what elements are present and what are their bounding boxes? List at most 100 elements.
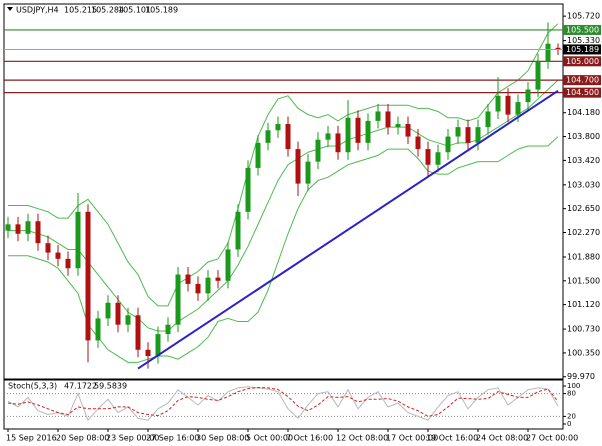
y-tick-label: 105.720: [567, 12, 600, 21]
stoch-main-last: 47.1722: [64, 382, 97, 391]
stoch-tick-label: 100: [567, 382, 580, 390]
candle-body: [465, 127, 471, 143]
y-tick-label: 100.350: [567, 348, 600, 357]
candle-body: [425, 149, 431, 165]
y-tick-label: 101.120: [567, 300, 600, 309]
y-tick-label: 103.800: [567, 132, 600, 141]
level-label-box: [563, 75, 601, 86]
candle-body: [415, 136, 421, 150]
level-label-box: [563, 56, 601, 67]
candle-body: [165, 324, 171, 335]
candle-body: [385, 111, 391, 128]
candle-body: [175, 274, 181, 325]
candle-body: [525, 89, 531, 103]
candle-body: [185, 274, 191, 284]
candle-body: [435, 152, 441, 165]
stoch-signal-last: 59.5839: [94, 382, 127, 391]
x-tick-label: 12 Oct 08:00: [336, 434, 388, 443]
stoch-tick-label: 80: [567, 390, 576, 398]
current-price-box: [563, 44, 601, 55]
candle-body: [365, 120, 371, 143]
trendline: [137, 89, 559, 370]
stoch-tick-label: 0: [567, 420, 571, 428]
symbol-marker: [7, 7, 13, 11]
candle-body: [105, 302, 111, 319]
y-tick-label: 99.970: [567, 372, 595, 381]
y-tick-label: 103.420: [567, 156, 600, 165]
candle-body: [295, 149, 301, 184]
candle-body: [345, 117, 351, 153]
x-tick-label: 5 Oct 00:00: [246, 434, 293, 443]
candle-body: [35, 221, 41, 244]
candle-body: [455, 127, 461, 137]
candle-body: [275, 124, 281, 131]
x-tick-label: 15 Sep 2016: [6, 434, 57, 443]
candle-body: [555, 47, 561, 50]
header-close: 105.189: [145, 6, 178, 15]
symbol: USDJPY,H4: [16, 6, 59, 15]
candle-body: [305, 161, 311, 184]
x-tick-label: 20 Sep 08:00: [56, 434, 109, 443]
candle-body: [285, 124, 291, 150]
candle-body: [15, 224, 21, 234]
candle-body: [495, 95, 501, 112]
level-label: 104.500: [566, 88, 599, 97]
candle-body: [145, 349, 151, 357]
candle-body: [85, 211, 91, 341]
x-tick-label: 19 Oct 16:00: [426, 434, 478, 443]
x-tick-label: 27 Sep 16:00: [146, 434, 199, 443]
candle-body: [545, 43, 551, 62]
x-tick-label: 7 Oct 16:00: [286, 434, 333, 443]
candle-body: [325, 133, 331, 140]
candle-body: [125, 315, 131, 325]
stoch-tick-label: 20: [567, 412, 576, 420]
candle-body: [75, 211, 81, 269]
stoch-panel-frame: [3, 379, 564, 430]
candle-body: [235, 211, 241, 250]
candle-body: [225, 249, 231, 281]
level-label-box: [563, 87, 601, 98]
candle-body: [245, 167, 251, 212]
stoch-title: Stoch(5,3,3): [8, 382, 57, 391]
y-tick-label: 103.030: [567, 180, 600, 189]
candle-body: [515, 102, 521, 115]
candle-body: [315, 139, 321, 162]
candle-body: [155, 334, 161, 357]
candle-body: [395, 124, 401, 128]
candle-body: [25, 221, 31, 234]
candle-body: [355, 117, 361, 143]
candle-body: [45, 243, 51, 253]
level-label-box: [563, 24, 601, 35]
candle-body: [375, 111, 381, 121]
y-tick-label: 105.330: [567, 36, 600, 45]
level-label: 105.000: [566, 57, 599, 66]
band-upper: [8, 23, 559, 307]
header-low: 105.101: [118, 6, 151, 15]
x-tick-label: 27 Oct 00:00: [526, 434, 578, 443]
y-tick-label: 102.270: [567, 228, 600, 237]
x-tick-label: 30 Sep 08:00: [196, 434, 249, 443]
candle-body: [215, 277, 221, 281]
price-panel-frame: [3, 3, 564, 380]
level-label: 105.500: [566, 25, 599, 34]
candle-body: [335, 133, 341, 153]
y-tick-label: 102.650: [567, 204, 600, 213]
y-tick-label: 101.880: [567, 252, 600, 261]
candle-body: [255, 142, 261, 168]
candle-body: [405, 124, 411, 137]
candle-body: [95, 318, 101, 341]
y-tick-label: 104.180: [567, 108, 600, 117]
candle-body: [65, 258, 71, 269]
y-tick-label: 101.500: [567, 276, 600, 285]
stoch-signal: [7, 387, 559, 417]
candle-body: [135, 315, 141, 350]
x-tick-label: 23 Sep 00:00: [106, 434, 159, 443]
candle-body: [195, 283, 201, 294]
candle-body: [5, 224, 11, 231]
band-middle: [8, 79, 559, 332]
candle-body: [505, 95, 511, 115]
level-label: 104.700: [566, 76, 599, 85]
current-price-label: 105.189: [566, 45, 599, 54]
